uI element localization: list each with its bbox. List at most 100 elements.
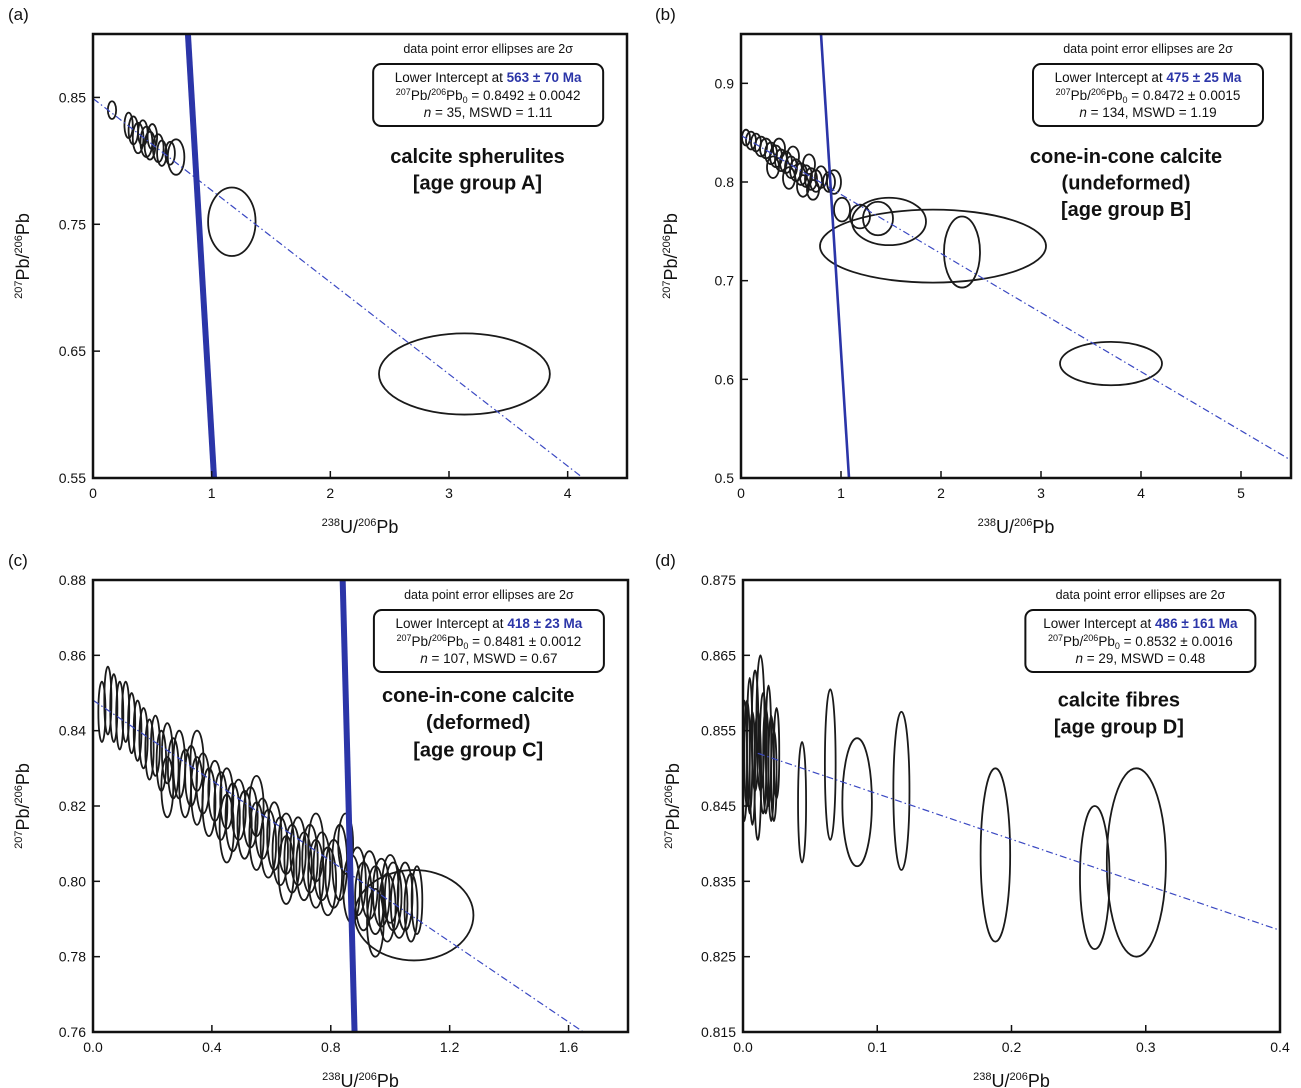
x-tick-label: 4	[564, 485, 572, 501]
initial-ratio: 207Pb/206Pb0 = 0.8492 ± 0.0042	[396, 87, 581, 105]
initial-ratio: 207Pb/206Pb0 = 0.8532 ± 0.0016	[1048, 633, 1233, 651]
x-tick-label: 1.2	[440, 1039, 460, 1055]
concordia-curve	[819, 34, 851, 478]
y-tick-label: 0.85	[59, 89, 86, 105]
y-tick-label: 0.8	[715, 174, 735, 190]
y-tick-label: 0.65	[59, 343, 86, 359]
error-ellipse	[337, 812, 354, 875]
y-tick-label: 0.865	[701, 647, 736, 663]
error-ellipse	[772, 707, 781, 800]
x-tick-label: 0.8	[321, 1039, 341, 1055]
error-ellipse	[372, 857, 391, 928]
error-ellipse	[121, 680, 131, 743]
error-ellipse	[97, 680, 107, 743]
error-ellipse	[943, 215, 981, 289]
error-ellipse	[254, 797, 271, 860]
error-ellipse	[138, 707, 149, 770]
sample-label-line: [age group A]	[413, 172, 542, 194]
x-tick-label: 0.0	[733, 1039, 753, 1055]
sample-label-line: cone-in-cone calcite	[382, 685, 574, 707]
error-ellipse	[410, 865, 424, 935]
error-ellipse	[1105, 767, 1167, 958]
panel-label: (a)	[8, 5, 29, 24]
isochron-line	[757, 752, 1280, 931]
lower-intercept: Lower Intercept at 475 ± 25 Ma	[1055, 70, 1242, 85]
concordia-curve	[339, 580, 358, 1032]
sample-label-line: calcite spherulites	[390, 146, 565, 168]
error-ellipse	[389, 869, 409, 939]
error-ellipse	[248, 801, 265, 871]
error-ellipse	[892, 710, 911, 871]
error-ellipse-note: data point error ellipses are 2σ	[404, 588, 574, 602]
y-tick-label: 0.84	[59, 723, 86, 739]
panel-label: (b)	[655, 5, 676, 24]
error-ellipse	[833, 196, 851, 223]
initial-ratio: 207Pb/206Pb0 = 0.8481 ± 0.0012	[397, 633, 582, 651]
x-tick-label: 1.6	[559, 1039, 579, 1055]
sample-label-line: [age group B]	[1061, 199, 1191, 221]
y-tick-label: 0.845	[701, 798, 736, 814]
y-tick-label: 0.835	[701, 873, 736, 889]
error-ellipse	[324, 838, 343, 909]
x-tick-label: 0.3	[1136, 1039, 1156, 1055]
error-ellipse	[271, 816, 289, 886]
y-axis-label: 207Pb/206Pb	[663, 763, 683, 849]
panel-label: (d)	[655, 551, 676, 570]
error-ellipse	[109, 673, 119, 743]
x-tick-label: 0.1	[868, 1039, 888, 1055]
error-ellipse	[106, 100, 118, 120]
error-ellipse	[802, 153, 816, 176]
y-tick-label: 0.86	[59, 647, 86, 663]
error-ellipse	[782, 166, 796, 190]
error-ellipse	[1059, 340, 1163, 387]
y-tick-label: 0.80	[59, 873, 86, 889]
panel-c: (c) 0.0 0.4 0.8 1.2 1.6 0.76 0.78 0.80 0.82 0.84 0.…	[8, 551, 630, 1088]
error-ellipse	[161, 722, 174, 785]
error-ellipse	[150, 714, 161, 777]
error-ellipse	[841, 737, 873, 868]
error-ellipse	[189, 729, 205, 792]
plot-area	[743, 654, 1280, 958]
n-mswd: n = 107, MSWD = 0.67	[420, 651, 557, 666]
y-tick-label: 0.76	[59, 1024, 86, 1040]
error-ellipse	[804, 167, 818, 191]
sample-label-line: calcite fibres	[1058, 690, 1180, 712]
error-ellipse	[103, 665, 113, 736]
x-tick-label: 0	[737, 485, 745, 501]
n-mswd: n = 29, MSWD = 0.48	[1075, 651, 1205, 666]
isochron-line	[93, 97, 584, 478]
error-ellipse	[160, 756, 175, 819]
intercept-box	[1024, 609, 1257, 673]
intercept-box	[1032, 63, 1264, 127]
error-ellipse	[201, 767, 217, 838]
error-ellipse	[796, 174, 810, 198]
x-tick-label: 5	[1237, 485, 1245, 501]
error-ellipse-note: data point error ellipses are 2σ	[1063, 42, 1233, 56]
x-axis-label: 238U/206Pb	[978, 517, 1055, 537]
error-ellipse	[115, 680, 125, 751]
y-tick-label: 0.9	[715, 75, 735, 91]
x-tick-label: 3	[1037, 485, 1045, 501]
y-tick-label: 0.6	[715, 371, 735, 387]
plot-area	[93, 580, 584, 1032]
lower-intercept: Lower Intercept at 563 ± 70 Ma	[395, 70, 582, 85]
error-ellipse	[259, 808, 277, 879]
n-mswd: n = 134, MSWD = 1.19	[1079, 105, 1216, 120]
y-tick-label: 0.7	[715, 273, 735, 289]
x-axis-label: 238U/206Pb	[322, 1071, 399, 1088]
x-tick-label: 0.0	[83, 1039, 103, 1055]
error-ellipse	[797, 741, 807, 864]
y-tick-label: 0.88	[59, 572, 86, 588]
x-tick-label: 1	[208, 485, 216, 501]
x-tick-label: 3	[445, 485, 453, 501]
error-ellipse	[1079, 805, 1111, 951]
x-tick-label: 0.4	[202, 1039, 222, 1055]
panel-d: (d) 0.0 0.1 0.2 0.3 0.4 0.815 0.825 0.835 0.845 0.…	[655, 551, 1290, 1088]
intercept-box	[372, 609, 605, 673]
x-axis-label: 238U/206Pb	[322, 517, 399, 537]
panel-a: (a) 0 1 2 3 4 0.55 0.65 0.75 0.85 238U/206Pb 207Pb/…	[8, 5, 629, 537]
y-axis-label: 207Pb/206Pb	[661, 213, 681, 299]
isochron-line	[93, 699, 584, 1032]
isochron-line	[741, 134, 1291, 461]
error-ellipse	[360, 850, 379, 920]
